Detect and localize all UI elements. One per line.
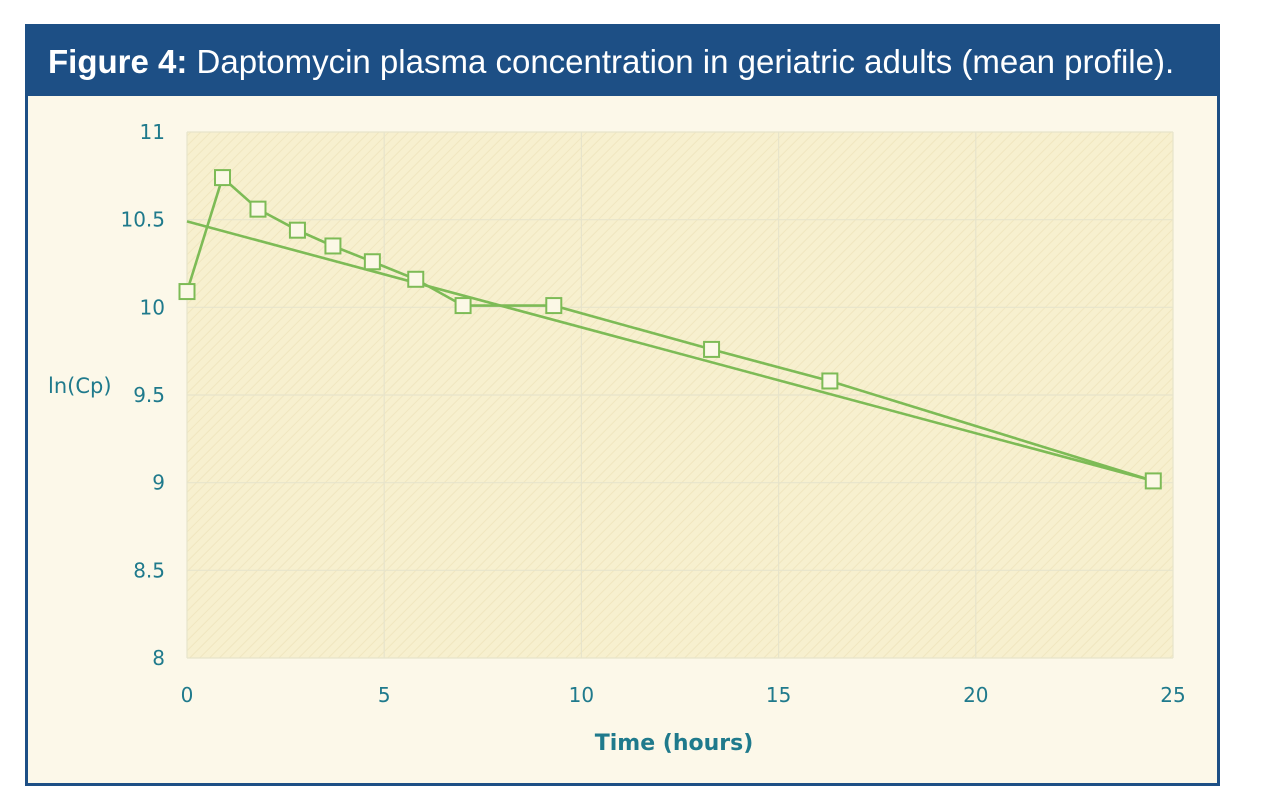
figure-header: Figure 4: Daptomycin plasma concentratio… (28, 27, 1217, 96)
grid (186, 131, 1174, 659)
x-tick-label: 20 (963, 683, 988, 707)
chart: 8 8.5 9 9.5 10 10.5 11 0 5 10 15 20 25 ln(Cp) Time … (48, 120, 1186, 756)
data-point-marker (288, 221, 306, 239)
y-tick-label: 9.5 (133, 383, 165, 407)
y-tick-label: 10.5 (120, 208, 165, 232)
x-tick-label: 15 (766, 683, 791, 707)
y-tick-labels: 8 8.5 9 9.5 10 10.5 11 (120, 120, 165, 670)
y-tick-label: 8 (152, 646, 165, 670)
y-tick-label: 8.5 (133, 558, 165, 582)
y-tick-label: 9 (152, 471, 165, 495)
figure-frame: Figure 4: Daptomycin plasma concentratio… (25, 24, 1220, 786)
x-tick-label: 25 (1160, 683, 1185, 707)
data-point-marker (821, 372, 839, 390)
x-tick-label: 5 (378, 683, 391, 707)
figure-caption: Daptomycin plasma concentration in geria… (187, 43, 1175, 80)
x-tick-label: 0 (181, 683, 194, 707)
data-point-marker (703, 340, 721, 358)
y-tick-label: 10 (140, 295, 165, 319)
data-point-marker (407, 270, 425, 288)
y-axis-title: ln(Cp) (48, 374, 112, 398)
series-group (178, 169, 1162, 490)
data-point-marker (545, 297, 563, 315)
data-point-marker (1144, 472, 1162, 490)
x-axis-title: Time (hours) (595, 731, 754, 756)
series-fit-line (186, 220, 1154, 483)
x-tick-labels: 0 5 10 15 20 25 (181, 683, 1186, 707)
data-point-marker (363, 253, 381, 271)
figure-label: Figure 4: (48, 43, 188, 80)
data-point-marker (178, 283, 196, 301)
x-tick-label: 10 (569, 683, 594, 707)
data-point-marker (213, 169, 231, 187)
data-point-marker (249, 200, 267, 218)
data-point-marker (324, 237, 342, 255)
y-tick-label: 11 (140, 120, 165, 144)
data-point-marker (454, 297, 472, 315)
